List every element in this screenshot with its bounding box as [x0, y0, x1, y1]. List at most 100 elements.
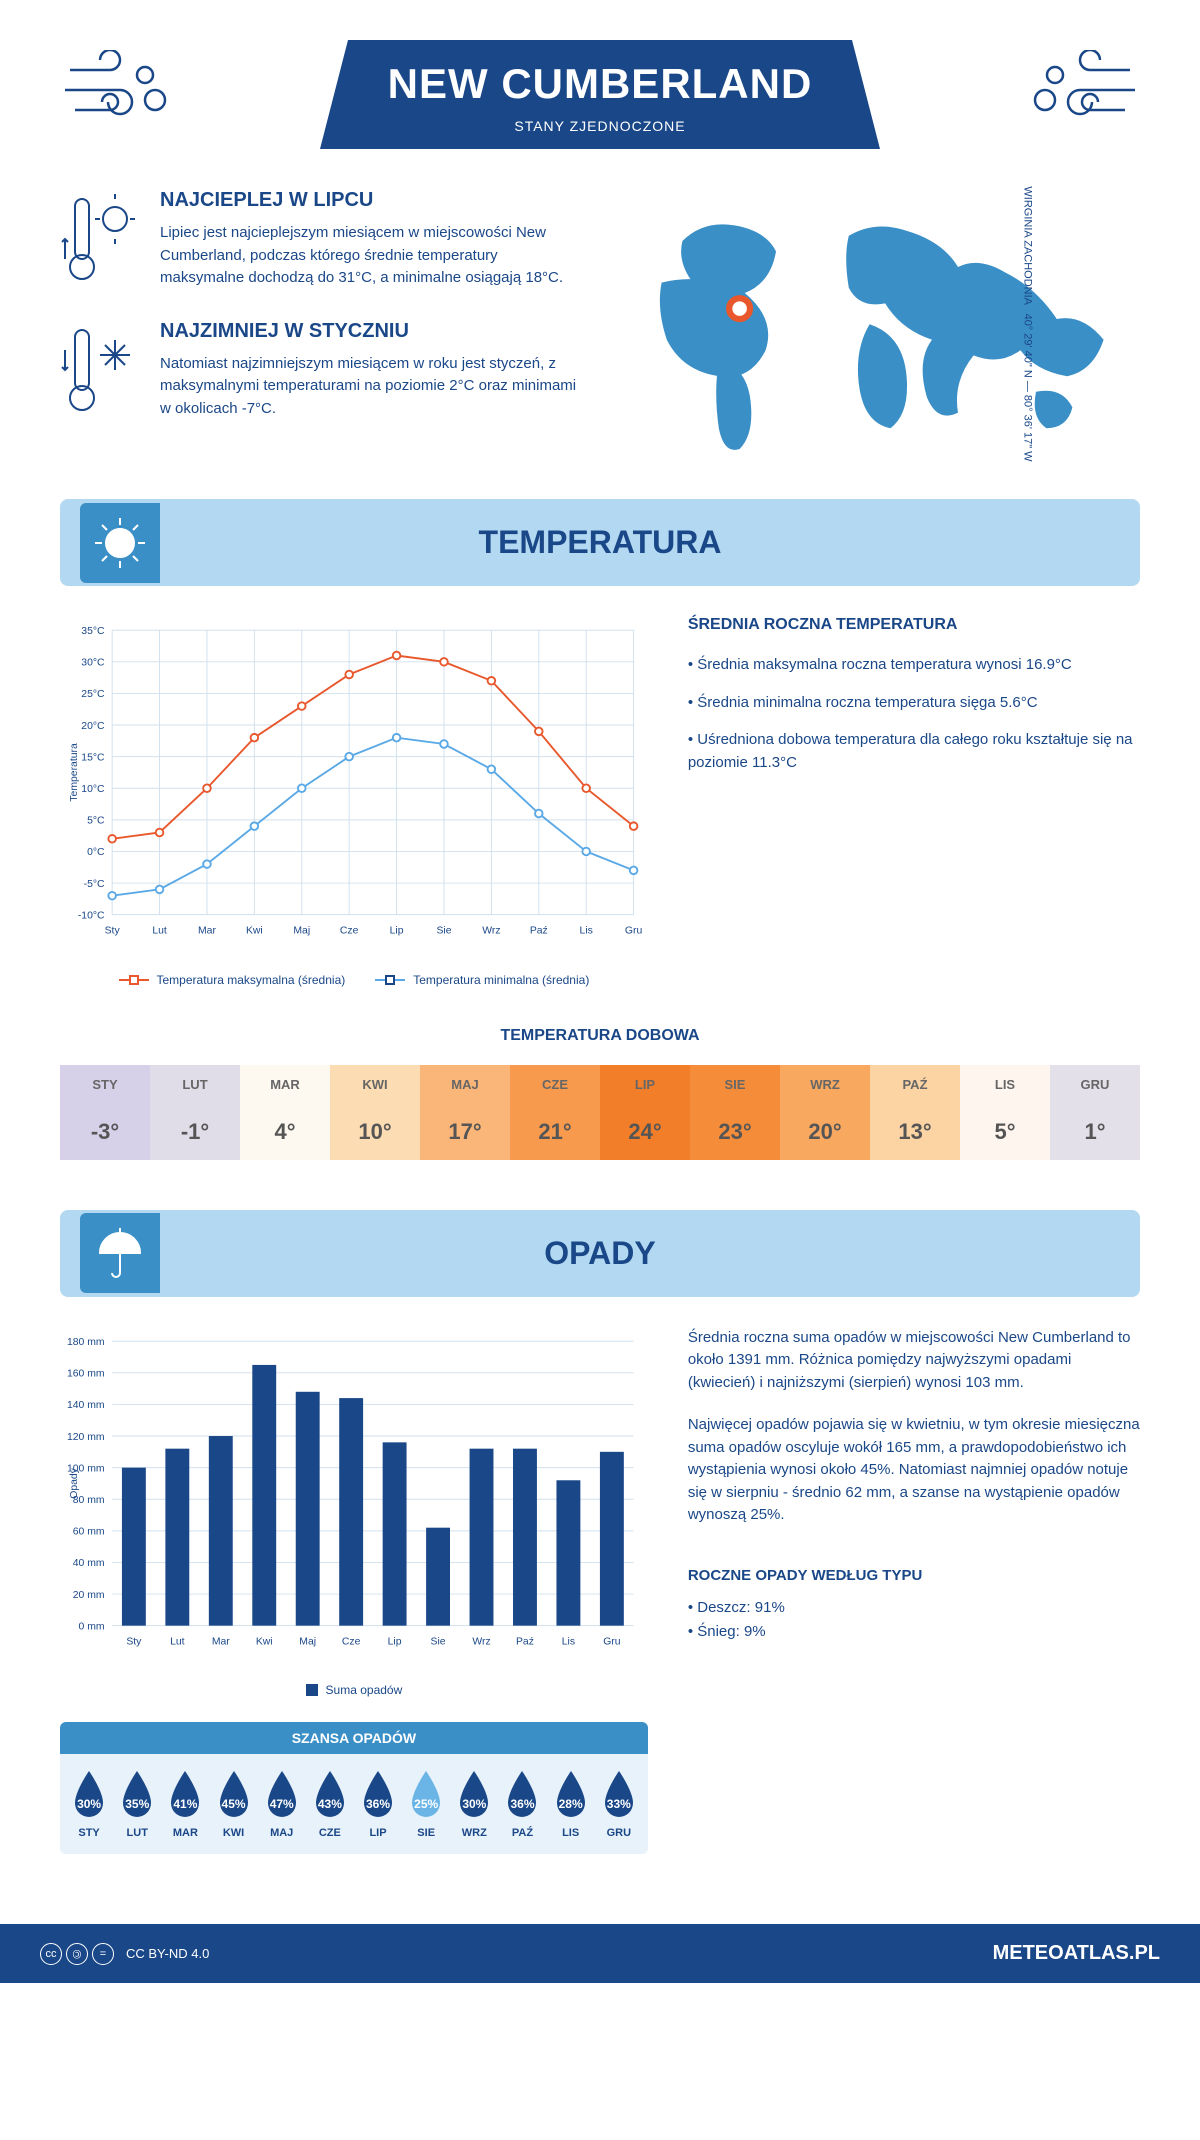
- svg-text:0 mm: 0 mm: [79, 1621, 105, 1632]
- umbrella-icon: [80, 1213, 160, 1293]
- svg-text:Lip: Lip: [388, 1636, 402, 1647]
- svg-text:10°C: 10°C: [81, 784, 105, 795]
- temp-info-item: Średnia minimalna roczna temperatura się…: [688, 692, 1140, 715]
- chance-cell: 45%KWI: [209, 1769, 257, 1839]
- chance-cell: 35%LUT: [113, 1769, 161, 1839]
- precip-type-item: • Deszcz: 91%: [688, 1596, 1140, 1620]
- precipitation-legend: Suma opadów: [60, 1683, 648, 1697]
- svg-text:160 mm: 160 mm: [67, 1368, 105, 1379]
- precipitation-banner: OPADY: [60, 1210, 1140, 1297]
- daily-temp-cell: CZE21°: [510, 1065, 600, 1160]
- svg-text:Temperatura: Temperatura: [69, 743, 80, 802]
- chance-title: SZANSA OPADÓW: [60, 1722, 648, 1754]
- chance-cell: 36%LIP: [354, 1769, 402, 1839]
- svg-text:Gru: Gru: [625, 926, 643, 937]
- svg-text:Lut: Lut: [170, 1636, 185, 1647]
- precip-text-2: Najwięcej opadów pojawia się w kwietniu,…: [688, 1414, 1140, 1527]
- site-name: METEOATLAS.PL: [993, 1942, 1160, 1965]
- thermometer-snow-icon: [60, 320, 140, 420]
- coordinates: WIRGINIA ZACHODNIA 40° 29' 40" N — 80° 3…: [1021, 187, 1033, 462]
- footer: cc🄯= CC BY-ND 4.0 METEOATLAS.PL: [0, 1924, 1200, 1983]
- precip-type-item: • Śnieg: 9%: [688, 1620, 1140, 1644]
- svg-text:20 mm: 20 mm: [73, 1590, 105, 1601]
- chance-cell: 33%GRU: [595, 1769, 643, 1839]
- header-banner: NEW CUMBERLAND STANY ZJEDNOCZONE: [320, 40, 880, 149]
- hot-month-block: NAJCIEPLEJ W LIPCU Lipiec jest najcieple…: [60, 189, 580, 290]
- svg-text:Paź: Paź: [530, 926, 548, 937]
- daily-temp-cell: GRU1°: [1050, 1065, 1140, 1160]
- svg-text:Cze: Cze: [340, 926, 359, 937]
- daily-temp-cell: MAR4°: [240, 1065, 330, 1160]
- license-text: CC BY-ND 4.0: [126, 1946, 209, 1961]
- temp-info-item: Średnia maksymalna roczna temperatura wy…: [688, 654, 1140, 677]
- chance-cell: 25%SIE: [402, 1769, 450, 1839]
- svg-text:5°C: 5°C: [87, 816, 105, 827]
- daily-temp-cell: STY-3°: [60, 1065, 150, 1160]
- precip-text-1: Średnia roczna suma opadów w miejscowośc…: [688, 1327, 1140, 1395]
- daily-temp-cell: WRZ20°: [780, 1065, 870, 1160]
- chance-cell: 43%CZE: [306, 1769, 354, 1839]
- svg-text:Wrz: Wrz: [482, 926, 500, 937]
- svg-text:20°C: 20°C: [81, 721, 105, 732]
- wind-icon: [1020, 50, 1140, 130]
- cold-text: Natomiast najzimniejszym miesiącem w rok…: [160, 353, 580, 421]
- svg-text:Sie: Sie: [431, 1636, 446, 1647]
- svg-text:Lip: Lip: [390, 926, 404, 937]
- svg-text:Maj: Maj: [299, 1636, 316, 1647]
- hot-text: Lipiec jest najcieplejszym miesiącem w m…: [160, 222, 580, 290]
- precip-types-title: ROCZNE OPADY WEDŁUG TYPU: [688, 1567, 1140, 1584]
- daily-temp-cell: LUT-1°: [150, 1065, 240, 1160]
- chance-cell: 30%WRZ: [450, 1769, 498, 1839]
- daily-temp-cell: SIE23°: [690, 1065, 780, 1160]
- precipitation-title: OPADY: [85, 1235, 1115, 1272]
- svg-text:Sie: Sie: [436, 926, 451, 937]
- cold-month-block: NAJZIMNIEJ W STYCZNIU Natomiast najzimni…: [60, 320, 580, 421]
- intro-section: NAJCIEPLEJ W LIPCU Lipiec jest najcieple…: [60, 189, 1140, 459]
- svg-text:15°C: 15°C: [81, 753, 105, 764]
- temperature-legend: #leg-max::after{border-color:#e8582c}Tem…: [60, 973, 648, 987]
- precipitation-chart: 0 mm20 mm40 mm60 mm80 mm100 mm120 mm140 …: [60, 1327, 648, 1854]
- chance-cell: 28%LIS: [547, 1769, 595, 1839]
- svg-text:Mar: Mar: [198, 926, 216, 937]
- svg-text:Maj: Maj: [293, 926, 310, 937]
- svg-text:Mar: Mar: [212, 1636, 230, 1647]
- svg-text:35°C: 35°C: [81, 626, 105, 637]
- daily-temp-title: TEMPERATURA DOBOWA: [60, 1027, 1140, 1045]
- svg-text:Lis: Lis: [562, 1636, 575, 1647]
- thermometer-sun-icon: [60, 189, 140, 289]
- chance-cell: 41%MAR: [161, 1769, 209, 1839]
- chance-cell: 36%PAŹ: [498, 1769, 546, 1839]
- svg-text:Paź: Paź: [516, 1636, 534, 1647]
- temperature-banner: TEMPERATURA: [60, 499, 1140, 586]
- world-map: [620, 189, 1140, 459]
- svg-text:Cze: Cze: [342, 1636, 361, 1647]
- svg-text:180 mm: 180 mm: [67, 1337, 105, 1348]
- cold-title: NAJZIMNIEJ W STYCZNIU: [160, 320, 580, 343]
- svg-text:140 mm: 140 mm: [67, 1400, 105, 1411]
- svg-text:120 mm: 120 mm: [67, 1432, 105, 1443]
- sun-icon: [80, 503, 160, 583]
- svg-text:0°C: 0°C: [87, 848, 105, 859]
- svg-text:Sty: Sty: [126, 1636, 142, 1647]
- svg-text:Sty: Sty: [105, 926, 121, 937]
- precipitation-info: Średnia roczna suma opadów w miejscowośc…: [688, 1327, 1140, 1854]
- header: NEW CUMBERLAND STANY ZJEDNOCZONE: [60, 40, 1140, 149]
- temperature-info: ŚREDNIA ROCZNA TEMPERATURA Średnia maksy…: [688, 616, 1140, 986]
- daily-temp-cell: PAŹ13°: [870, 1065, 960, 1160]
- svg-text:Lut: Lut: [152, 926, 167, 937]
- svg-text:60 mm: 60 mm: [73, 1526, 105, 1537]
- svg-text:Gru: Gru: [603, 1636, 621, 1647]
- chance-grid: 30%STY35%LUT41%MAR45%KWI47%MAJ43%CZE36%L…: [60, 1754, 648, 1854]
- daily-temp-cell: MAJ17°: [420, 1065, 510, 1160]
- daily-temp-grid: STY-3°LUT-1°MAR4°KWI10°MAJ17°CZE21°LIP24…: [60, 1065, 1140, 1160]
- daily-temp-cell: LIS5°: [960, 1065, 1050, 1160]
- wind-icon: [60, 50, 180, 130]
- cc-icons: cc🄯=: [40, 1943, 114, 1965]
- svg-text:-5°C: -5°C: [84, 879, 105, 890]
- svg-text:40 mm: 40 mm: [73, 1558, 105, 1569]
- svg-text:-10°C: -10°C: [78, 911, 105, 922]
- avg-temp-title: ŚREDNIA ROCZNA TEMPERATURA: [688, 616, 1140, 634]
- chance-cell: 30%STY: [65, 1769, 113, 1839]
- daily-temp-cell: KWI10°: [330, 1065, 420, 1160]
- svg-text:Opady: Opady: [69, 1467, 80, 1498]
